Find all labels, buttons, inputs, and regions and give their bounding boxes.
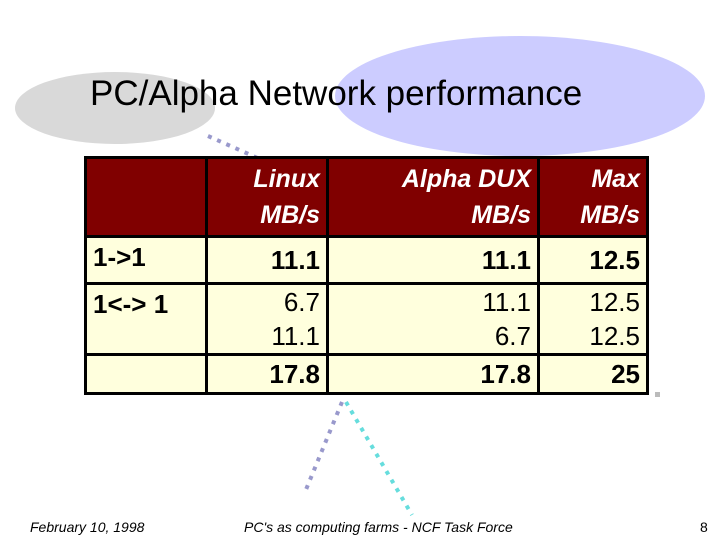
cell: 6.7: [205, 282, 329, 319]
cell: 6.7: [326, 319, 540, 356]
header-text: MB/s: [471, 201, 531, 229]
dot: [655, 392, 660, 397]
row-label: 1->1: [84, 235, 208, 285]
row: 1->1 11.1 11.1 12.5: [84, 235, 649, 285]
header-text: Alpha DUX: [401, 165, 531, 193]
row: 17.8 17.8 25: [84, 353, 649, 395]
cell: [84, 353, 208, 395]
cell: 11.1: [326, 282, 540, 319]
header-text: MB/s: [260, 201, 320, 229]
page-number: 8: [700, 519, 708, 535]
cell: 12.5: [537, 282, 649, 319]
row-label: 1<-> 1: [84, 282, 208, 356]
header-text: Linux: [253, 165, 320, 193]
lavender-ellipse: [335, 36, 705, 156]
performance-table: Linux MB/s Alpha DUX MB/s Max MB/s 1->1 11.…: [84, 156, 649, 395]
dotted-line: [303, 401, 344, 493]
dotted-line: [344, 400, 414, 517]
cell: 17.8: [326, 353, 540, 395]
header-cell: Alpha DUX MB/s: [326, 156, 540, 238]
row: 1<-> 1 6.7 11.1 12.5: [84, 282, 649, 356]
cell: 11.1: [205, 235, 329, 285]
header-cell: [84, 156, 208, 238]
footer-date: February 10, 1998: [30, 519, 145, 535]
cell: 17.8: [205, 353, 329, 395]
header-text: MB/s: [580, 201, 640, 229]
header-row: Linux MB/s Alpha DUX MB/s Max MB/s: [84, 156, 649, 238]
header-cell: Max MB/s: [537, 156, 649, 238]
cell: 11.1: [326, 235, 540, 285]
cell: 11.1: [205, 319, 329, 356]
cell: 25: [537, 353, 649, 395]
slide-title: PC/Alpha Network performance: [90, 74, 583, 113]
header-cell: Linux MB/s: [205, 156, 329, 238]
row: 11.1 6.7 12.5: [86, 319, 649, 356]
header-text: Max: [591, 165, 640, 193]
cell: 12.5: [537, 319, 649, 356]
gray-ellipse: [15, 72, 215, 144]
footer-center: PC's as computing farms - NCF Task Force: [244, 519, 513, 535]
cell: 12.5: [537, 235, 649, 285]
